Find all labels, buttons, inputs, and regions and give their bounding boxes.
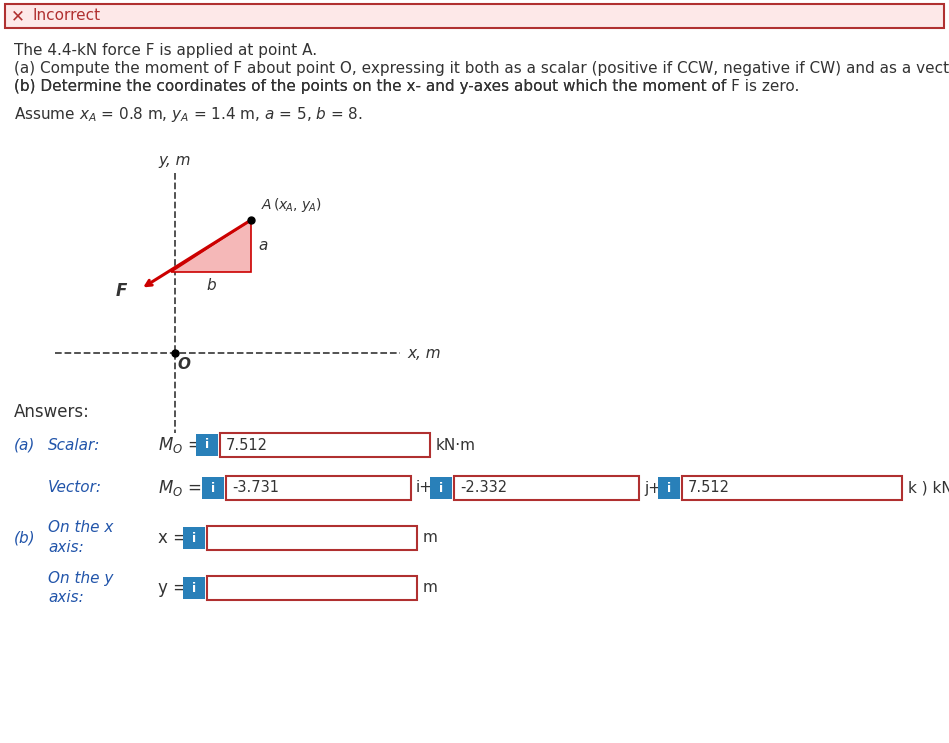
Text: (b): (b): [14, 531, 36, 545]
Text: 7.512: 7.512: [688, 481, 730, 496]
Text: x =: x =: [158, 529, 187, 547]
Text: i: i: [205, 438, 209, 452]
Bar: [226, 476, 411, 500]
Text: kN·m: kN·m: [436, 438, 476, 452]
Text: (a): (a): [14, 438, 35, 452]
Text: x, m: x, m: [407, 345, 440, 360]
Bar: [183, 577, 205, 599]
Text: Scalar:: Scalar:: [48, 438, 101, 452]
Text: b: b: [206, 278, 215, 293]
Bar: [207, 526, 417, 550]
Text: Vector:: Vector:: [48, 481, 102, 496]
Bar: [220, 433, 430, 457]
Bar: [183, 527, 205, 549]
Text: O: O: [177, 357, 190, 372]
Text: y =: y =: [158, 579, 187, 597]
Text: (b) Determine the coordinates of the points on the x- and y-axes about which the: (b) Determine the coordinates of the poi…: [14, 79, 731, 94]
Bar: [202, 477, 224, 499]
Text: The 4.4-kN force F is applied at point A.: The 4.4-kN force F is applied at point A…: [14, 43, 317, 58]
Text: Incorrect: Incorrect: [32, 8, 101, 24]
Text: On the y: On the y: [48, 571, 113, 585]
Bar: [658, 477, 680, 499]
Text: 7.512: 7.512: [226, 438, 268, 452]
Text: m: m: [423, 580, 437, 595]
Text: j+: j+: [644, 481, 661, 496]
Text: i: i: [211, 481, 215, 495]
Text: y, m: y, m: [158, 153, 192, 168]
Polygon shape: [171, 220, 251, 272]
Text: i: i: [439, 481, 443, 495]
Text: Assume $x_A$ = 0.8 m, $y_A$ = 1.4 m, $a$ = 5, $b$ = 8.: Assume $x_A$ = 0.8 m, $y_A$ = 1.4 m, $a$…: [14, 105, 363, 124]
Text: a: a: [258, 239, 268, 253]
Text: F: F: [116, 282, 127, 300]
Text: (a) Compute the moment of F about point O, expressing it both as a scalar (posit: (a) Compute the moment of F about point …: [14, 61, 949, 76]
Text: k ) kN: k ) kN: [908, 481, 949, 496]
Bar: [454, 476, 639, 500]
Text: i: i: [192, 582, 196, 594]
Bar: [196, 434, 218, 456]
Bar: [207, 576, 417, 600]
Text: m: m: [423, 531, 437, 545]
Text: i: i: [667, 481, 671, 495]
Text: $M_O$ = (: $M_O$ = (: [158, 478, 214, 499]
Text: axis:: axis:: [48, 540, 84, 556]
Bar: [682, 476, 902, 500]
Text: -2.332: -2.332: [460, 481, 507, 496]
Text: -3.731: -3.731: [232, 481, 279, 496]
Text: i: i: [192, 531, 196, 545]
Bar: [430, 477, 452, 499]
Text: ✕: ✕: [11, 7, 25, 25]
Text: $A\,(x_{\!A},\,y_{\!A})$: $A\,(x_{\!A},\,y_{\!A})$: [261, 196, 322, 214]
Text: $M_O$ =: $M_O$ =: [158, 435, 201, 455]
Text: i+: i+: [416, 481, 433, 496]
Text: On the x: On the x: [48, 521, 113, 536]
Bar: [5, 4, 944, 28]
Text: Answers:: Answers:: [14, 403, 90, 421]
Text: axis:: axis:: [48, 591, 84, 606]
Text: (b) Determine the coordinates of the points on the x- and y-axes about which the: (b) Determine the coordinates of the poi…: [14, 79, 799, 94]
